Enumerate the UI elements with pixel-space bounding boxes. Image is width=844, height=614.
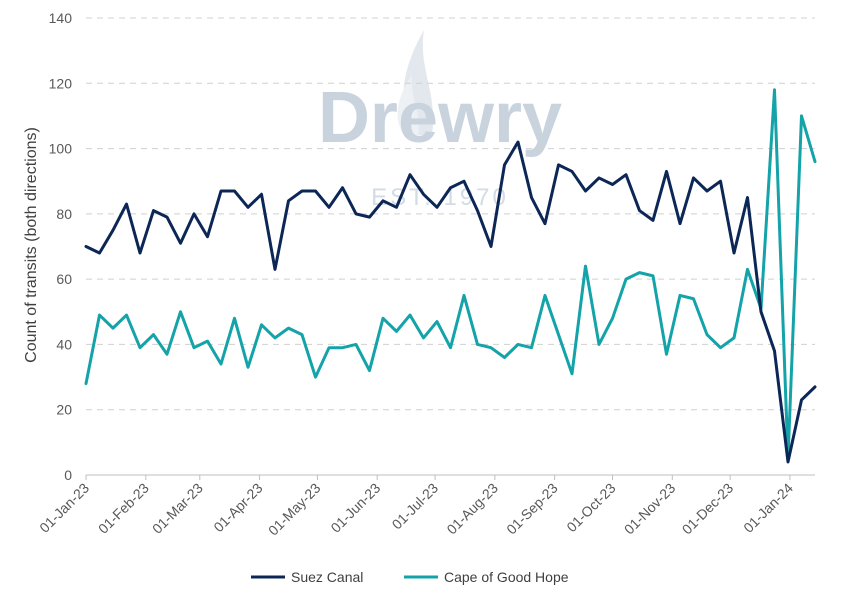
x-tick-label: 01-Jul-23 bbox=[389, 480, 442, 533]
y-tick-label: 120 bbox=[49, 75, 73, 91]
x-tick-label: 01-Jan-24 bbox=[740, 480, 796, 536]
x-tick-label: 01-Sep-23 bbox=[503, 480, 561, 538]
y-tick-label: 140 bbox=[49, 10, 73, 26]
series-line-cape-of-good-hope bbox=[84, 88, 817, 461]
x-tick-label: 01-Oct-23 bbox=[563, 480, 618, 535]
y-axis-title: Count of transits (both directions) bbox=[23, 127, 40, 363]
legend-label: Suez Canal bbox=[291, 569, 363, 585]
x-tick-label: 01-Mar-23 bbox=[149, 480, 206, 537]
y-tick-label: 100 bbox=[49, 141, 73, 157]
x-tick-label: 01-Nov-23 bbox=[621, 480, 679, 538]
x-tick-label: 01-Dec-23 bbox=[679, 480, 737, 538]
watermark-brand: Drewry bbox=[318, 78, 562, 158]
y-tick-label: 80 bbox=[56, 206, 72, 222]
x-tick-label: 01-Feb-23 bbox=[95, 480, 152, 537]
x-tick-label: 01-Aug-23 bbox=[443, 480, 501, 538]
watermark-subtitle: EST. 1970 bbox=[371, 184, 509, 211]
y-tick-label: 60 bbox=[56, 271, 72, 287]
series-line-suez-canal bbox=[84, 140, 817, 464]
x-tick-label: 01-Jan-23 bbox=[36, 480, 92, 536]
legend-label: Cape of Good Hope bbox=[444, 569, 569, 585]
x-tick-label: 01-Jun-23 bbox=[327, 480, 383, 536]
y-tick-label: 20 bbox=[56, 402, 72, 418]
y-tick-label: 40 bbox=[56, 336, 72, 352]
flame-logo-icon-inner bbox=[397, 75, 419, 135]
legend: Suez Canal Cape of Good Hope bbox=[251, 569, 569, 585]
x-tick-label: 01-May-23 bbox=[265, 480, 324, 539]
series-lines bbox=[84, 88, 817, 464]
drewry-watermark: Drewry EST. 1970 bbox=[318, 30, 562, 211]
y-tick-label: 0 bbox=[64, 467, 72, 483]
gridlines bbox=[86, 17, 815, 411]
x-tick-label: 01-Apr-23 bbox=[210, 480, 265, 535]
y-axis: 0 20 40 60 80 100 120 140 bbox=[49, 10, 73, 483]
